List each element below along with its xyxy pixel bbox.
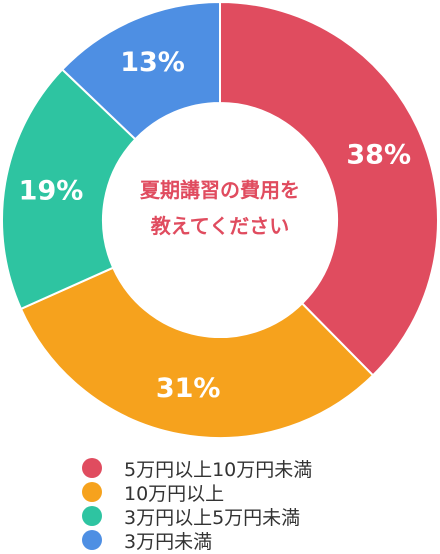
chart-title: 夏期講習の費用を 教えてください <box>110 172 330 244</box>
legend-item-10man-plus: 10万円以上 <box>82 480 422 505</box>
legend-item-5-10man: 5万円以上10万円未満 <box>82 456 422 481</box>
legend-label: 3万円以上5万円未満 <box>124 506 301 529</box>
slice-10man-plus <box>19 266 375 439</box>
slice-value-label: 13% <box>120 47 185 78</box>
legend-swatch-blue <box>82 530 102 550</box>
slice-value-label: 19% <box>19 175 84 206</box>
slice-5-10man <box>219 0 439 377</box>
slice-under-3man <box>60 0 221 141</box>
legend-swatch-red <box>82 458 102 478</box>
slice-value-label: 31% <box>156 373 221 404</box>
slice-3-5man <box>1 68 137 311</box>
chart-legend: 5万円以上10万円未満 10万円以上 3万円以上5万円未満 3万円未満 <box>82 456 422 553</box>
legend-swatch-green <box>82 506 102 526</box>
legend-swatch-orange <box>82 482 102 502</box>
legend-label: 3万円未満 <box>124 530 213 553</box>
donut-chart: 38% 31% 19% 13% <box>1 0 439 439</box>
chart-title-line-2: 教えてください <box>150 214 290 238</box>
legend-item-3-5man: 3万円以上5万円未満 <box>82 504 422 529</box>
legend-label: 10万円以上 <box>124 482 225 505</box>
legend-item-under-3man: 3万円未満 <box>82 528 422 553</box>
slice-labels: 38% 31% 19% 13% <box>19 47 411 404</box>
legend-label: 5万円以上10万円未満 <box>124 458 313 481</box>
chart-title-line-1: 夏期講習の費用を <box>140 178 300 202</box>
slice-value-label: 38% <box>346 139 411 170</box>
donut-slices <box>1 0 439 439</box>
